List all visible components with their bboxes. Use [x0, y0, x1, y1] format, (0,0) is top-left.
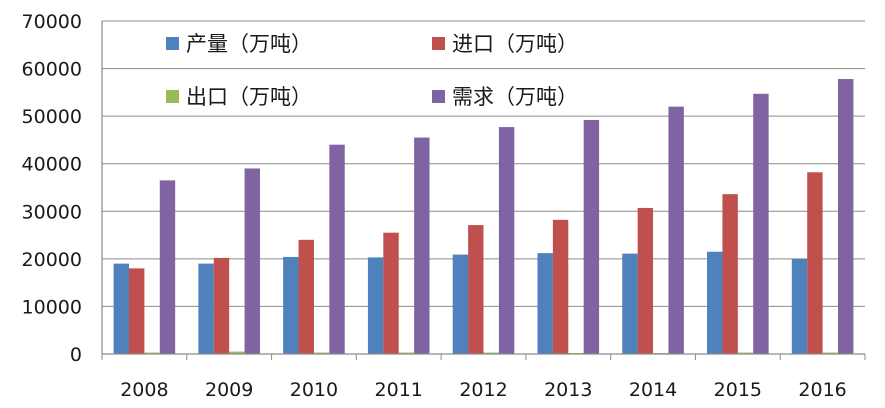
bar-series-2-2013	[552, 219, 569, 354]
bar-series-3-2012	[483, 352, 499, 354]
y-tick-label: 0	[70, 344, 82, 366]
bar-series-2-2014	[637, 207, 654, 354]
bars	[113, 79, 854, 354]
x-tick-label: 2015	[714, 379, 762, 401]
bar-series-2-2012	[468, 225, 484, 354]
legend-label-4: 需求（万吨）	[452, 85, 578, 109]
bar-series-1-2016	[791, 258, 808, 354]
bar-series-4-2008	[159, 180, 176, 354]
legend-label-2: 进口（万吨）	[452, 32, 578, 56]
bar-series-2-2015	[722, 194, 738, 354]
bar-series-3-2015	[737, 352, 754, 354]
legend-swatch-2	[432, 37, 445, 50]
bar-series-3-2010	[313, 352, 330, 354]
bar-series-1-2008	[113, 263, 129, 354]
bar-series-1-2014	[622, 253, 638, 354]
bar-series-2-2009	[213, 257, 230, 354]
x-tick-label: 2009	[205, 379, 253, 401]
legend-swatch-4	[432, 90, 445, 103]
bar-series-4-2010	[329, 144, 345, 354]
bar-series-2-2008	[128, 268, 145, 354]
bar-series-4-2015	[753, 93, 769, 354]
legend-swatch-3	[166, 90, 179, 103]
bar-series-1-2013	[537, 253, 553, 354]
y-tick-label: 40000	[22, 154, 82, 176]
x-tick-label: 2014	[629, 379, 677, 401]
bar-series-2-2016	[807, 172, 823, 354]
legend-label-1: 产量（万吨）	[186, 32, 312, 56]
legend: 产量（万吨） 进口（万吨） 出口（万吨） 需求（万吨）	[166, 32, 578, 109]
x-tick-label: 2011	[375, 379, 423, 401]
bar-series-3-2008	[144, 352, 160, 354]
x-tick-label: 2016	[798, 379, 846, 401]
bar-series-1-2010	[283, 256, 299, 354]
bar-series-4-2012	[498, 127, 515, 354]
bar-series-2-2010	[298, 239, 314, 354]
x-tick-label: 2013	[544, 379, 592, 401]
legend-swatch-1	[166, 37, 179, 50]
gridlines	[102, 20, 865, 307]
axes: 0 10000 20000 30000 40000 50000 60000 70000 2008…	[22, 11, 866, 401]
bar-series-2-2011	[383, 232, 399, 354]
y-tick-label: 30000	[22, 201, 82, 223]
y-tick-label: 60000	[22, 59, 82, 81]
x-tick-label: 2010	[290, 379, 338, 401]
bar-series-4-2014	[668, 106, 684, 354]
bar-series-1-2015	[707, 251, 723, 354]
x-tick-label: 2008	[120, 379, 168, 401]
bar-series-4-2011	[414, 137, 430, 354]
bar-series-3-2011	[398, 352, 415, 354]
bar-series-3-2016	[822, 352, 839, 354]
y-tick-label: 70000	[22, 11, 82, 33]
y-tick-label: 50000	[22, 106, 82, 128]
bar-series-3-2009	[229, 351, 245, 354]
bar-series-4-2013	[583, 119, 600, 354]
y-tick-label: 20000	[22, 249, 82, 271]
bar-series-1-2012	[452, 254, 469, 354]
legend-label-3: 出口（万吨）	[186, 85, 312, 109]
bar-series-4-2016	[838, 79, 854, 354]
bar-series-1-2011	[367, 257, 384, 354]
x-tick-label: 2012	[459, 379, 507, 401]
y-tick-label: 10000	[22, 296, 82, 318]
bar-series-1-2009	[198, 263, 214, 354]
bar-series-4-2009	[244, 168, 260, 354]
